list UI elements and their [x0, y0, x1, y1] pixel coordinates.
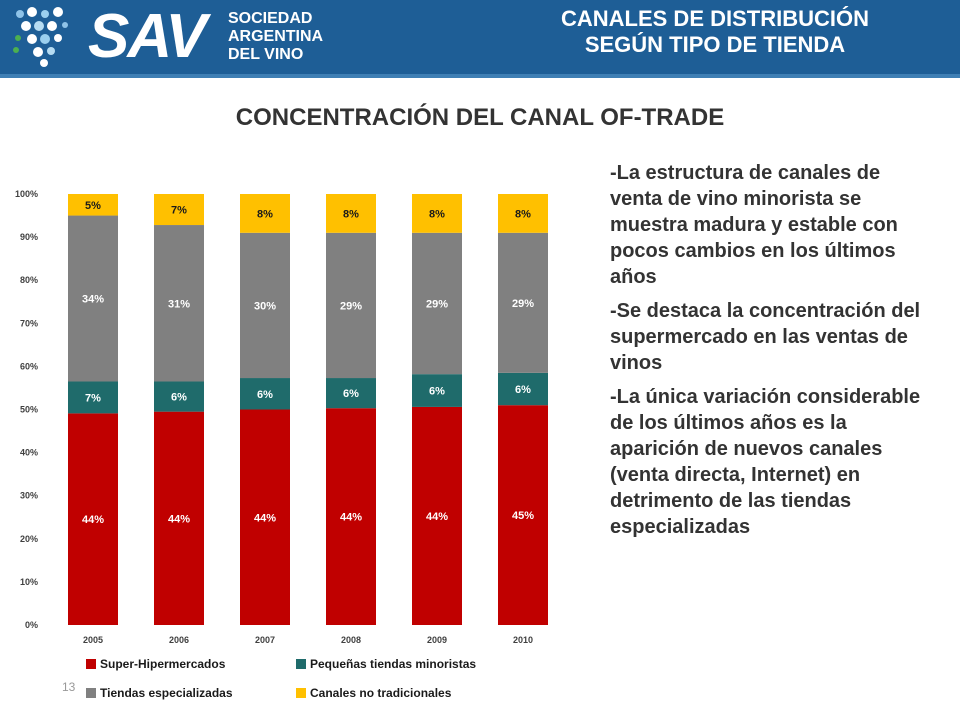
legend-swatch: [86, 659, 96, 669]
header-title-line-2: SEGÚN TIPO DE TIENDA: [584, 32, 846, 57]
logo-text: SAV: [88, 2, 207, 71]
bar-segment: [154, 194, 204, 226]
y-tick-label: 0%: [25, 620, 38, 630]
bullet-item: -La estructura de canales de venta de vi…: [610, 162, 898, 288]
bullet-item: -La única variación considerable de los …: [610, 386, 921, 538]
bar-segment: [240, 378, 290, 410]
data-label: 29%: [340, 300, 362, 312]
data-label: 8%: [429, 208, 445, 220]
bar-segment: [154, 411, 204, 625]
data-label: 44%: [340, 512, 362, 524]
y-tick-label: 90%: [20, 232, 38, 242]
data-label: 31%: [168, 298, 190, 310]
data-label: 6%: [429, 386, 445, 398]
x-tick-label: 2010: [513, 635, 533, 645]
bar-segment: [412, 406, 462, 625]
data-label: 8%: [257, 208, 273, 220]
y-tick-label: 80%: [20, 275, 38, 285]
legend-label: Canales no tradicionales: [310, 686, 452, 700]
org-line-3: DEL VINO: [228, 46, 304, 63]
legend-swatch: [296, 659, 306, 669]
bar-segment: [326, 194, 376, 233]
data-label: 8%: [515, 208, 531, 220]
data-label: 44%: [254, 512, 276, 524]
bar-segment: [68, 381, 118, 414]
bar-segment: [68, 413, 118, 625]
x-tick-label: 2008: [341, 635, 361, 645]
y-tick-label: 100%: [15, 189, 38, 199]
legend-swatch: [296, 688, 306, 698]
data-label: 6%: [257, 389, 273, 401]
data-label: 6%: [343, 388, 359, 400]
x-tick-label: 2009: [427, 635, 447, 645]
bar-segment: [154, 225, 204, 382]
organization-name: SOCIEDAD ARGENTINA DEL VINO: [228, 10, 323, 64]
x-tick-label: 2006: [169, 635, 189, 645]
org-line-1: SOCIEDAD: [228, 10, 313, 27]
data-label: 5%: [85, 200, 101, 212]
org-line-2: ARGENTINA: [228, 28, 324, 45]
bar-segment: [154, 381, 204, 412]
data-label: 8%: [343, 208, 359, 220]
y-tick-label: 10%: [20, 577, 38, 587]
bar-segment: [498, 405, 548, 625]
data-label: 29%: [426, 298, 448, 310]
bar-segment: [498, 194, 548, 233]
y-tick-label: 20%: [20, 534, 38, 544]
bar-segment: [326, 232, 376, 379]
bar-segment: [68, 194, 118, 216]
bar-segment: [240, 194, 290, 233]
y-tick-label: 30%: [20, 491, 38, 501]
bullet-item: -Se destaca la concentración del superme…: [610, 300, 921, 374]
bar-segment: [412, 374, 462, 407]
data-label: 30%: [254, 300, 276, 312]
header-title-line-1: CANALES DE DISTRIBUCIÓN: [560, 6, 869, 31]
header-banner: SAV SOCIEDAD ARGENTINA DEL VINO CANALES …: [0, 0, 960, 74]
bar-segment: [326, 378, 376, 409]
x-tick-label: 2005: [83, 635, 103, 645]
bar-segment: [498, 232, 548, 373]
data-label: 29%: [512, 298, 534, 310]
data-label: 7%: [171, 205, 187, 217]
bar-segment: [240, 409, 290, 625]
x-tick-label: 2007: [255, 635, 275, 645]
bar-segment: [498, 372, 548, 406]
data-label: 44%: [82, 514, 104, 526]
legend-label: Super-Hipermercados: [100, 657, 226, 671]
y-tick-label: 60%: [20, 361, 38, 371]
legend-label: Pequeñas tiendas minoristas: [310, 657, 476, 671]
bullet-list: -La estructura de canales de venta de vi…: [610, 160, 930, 548]
data-label: 7%: [85, 392, 101, 404]
bar-segment: [240, 232, 290, 379]
y-tick-label: 50%: [20, 405, 38, 415]
stacked-bar-chart: 0% 10% 20% 30% 40% 50% 60% 70% 80% 90% 100% 44% 7% 34…: [15, 189, 548, 700]
data-label: 44%: [168, 513, 190, 525]
legend-swatch: [86, 688, 96, 698]
header-divider: [0, 74, 960, 78]
data-label: 34%: [82, 294, 104, 306]
data-label: 45%: [512, 510, 534, 522]
header-title: CANALES DE DISTRIBUCIÓN SEGÚN TIPO DE TI…: [470, 6, 960, 58]
page-title: CONCENTRACIÓN DEL CANAL OF-TRADE: [235, 104, 725, 131]
bar-segment: [412, 232, 462, 375]
grape-cluster-icon: [13, 7, 68, 67]
data-label: 6%: [171, 392, 187, 404]
bar-segment: [412, 194, 462, 233]
legend-label: Tiendas especializadas: [100, 686, 233, 700]
data-label: 44%: [426, 511, 448, 523]
bar-segment: [326, 408, 376, 625]
data-label: 6%: [515, 384, 531, 396]
bar-segment: [68, 215, 118, 382]
slide-number: 13: [62, 680, 76, 694]
y-tick-label: 40%: [20, 448, 38, 458]
y-tick-label: 70%: [20, 318, 38, 328]
